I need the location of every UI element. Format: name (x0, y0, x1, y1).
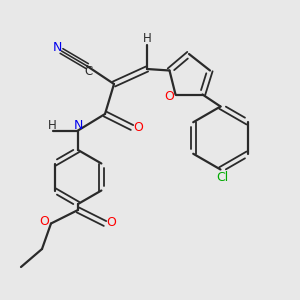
Text: O: O (40, 215, 49, 228)
Text: H: H (48, 118, 57, 132)
Text: H: H (142, 32, 152, 45)
Text: C: C (84, 65, 93, 78)
Text: O: O (134, 121, 143, 134)
Text: Cl: Cl (216, 171, 228, 184)
Text: O: O (107, 215, 116, 229)
Text: N: N (73, 118, 83, 132)
Text: O: O (164, 89, 174, 103)
Text: N: N (52, 41, 62, 54)
